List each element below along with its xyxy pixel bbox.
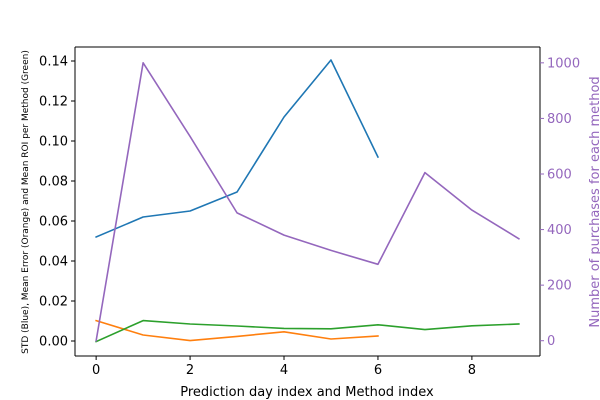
x-tick-label: 6 [374, 363, 382, 378]
series-line-purchases [95, 62, 520, 342]
y-left-tick-label: 0.08 [39, 175, 68, 190]
axes-frame [74, 46, 541, 357]
series-line-mean-roi [95, 319, 520, 343]
y-right-tick-label: 400 [547, 223, 572, 238]
series-line-mean-error [95, 319, 379, 342]
y-axis-right-ticks: 0 200 400 600 800 1000 [540, 56, 580, 349]
y-axis-left-title: STD (Blue), Mean Error (Orange) and Mean… [21, 50, 31, 354]
series-line-std [95, 59, 380, 239]
y-axis-right-title: Number of purchases for each method [588, 76, 600, 327]
y-right-tick-label: 600 [547, 167, 572, 182]
x-tick-label: 8 [468, 363, 476, 378]
plot-lines [95, 59, 520, 343]
y-left-tick-label: 0.00 [39, 335, 68, 350]
y-left-tick-label: 0.02 [39, 295, 68, 310]
y-right-tick-label: 800 [547, 112, 572, 127]
y-left-tick-label: 0.10 [39, 135, 68, 150]
y-right-tick-label: 0 [547, 334, 555, 349]
y-right-tick-label: 200 [547, 279, 572, 294]
x-tick-label: 0 [92, 363, 100, 378]
y-left-tick-label: 0.12 [39, 95, 68, 110]
x-axis-title: Prediction day index and Method index [180, 385, 434, 400]
x-axis-ticks: 0 2 4 6 8 [92, 356, 476, 378]
y-left-tick-label: 0.06 [39, 215, 68, 230]
y-axis-left-ticks: 0.00 0.02 0.04 0.06 0.08 0.10 0.12 0.14 [39, 55, 75, 350]
x-tick-label: 4 [280, 363, 288, 378]
y-right-tick-label: 1000 [547, 56, 580, 71]
x-tick-label: 2 [186, 363, 194, 378]
y-left-tick-label: 0.04 [39, 255, 68, 270]
y-left-tick-label: 0.14 [39, 55, 68, 70]
